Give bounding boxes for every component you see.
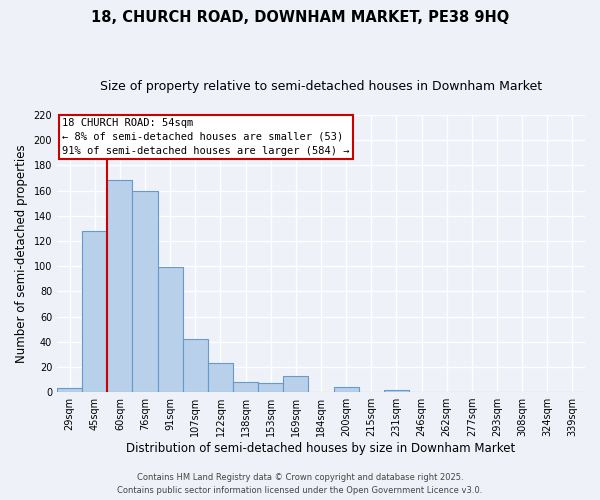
Title: Size of property relative to semi-detached houses in Downham Market: Size of property relative to semi-detach…: [100, 80, 542, 93]
Bar: [133, 190, 158, 392]
Bar: [158, 268, 183, 392]
Bar: [183, 339, 208, 392]
Bar: [334, 387, 359, 392]
Text: 18, CHURCH ROAD, DOWNHAM MARKET, PE38 9HQ: 18, CHURCH ROAD, DOWNHAM MARKET, PE38 9H…: [91, 10, 509, 25]
Bar: [57, 388, 82, 392]
Bar: [233, 382, 258, 392]
Bar: [384, 390, 409, 392]
Bar: [283, 376, 308, 392]
Text: Contains HM Land Registry data © Crown copyright and database right 2025.
Contai: Contains HM Land Registry data © Crown c…: [118, 474, 482, 495]
X-axis label: Distribution of semi-detached houses by size in Downham Market: Distribution of semi-detached houses by …: [127, 442, 515, 455]
Y-axis label: Number of semi-detached properties: Number of semi-detached properties: [15, 144, 28, 363]
Bar: [208, 363, 233, 392]
Text: 18 CHURCH ROAD: 54sqm
← 8% of semi-detached houses are smaller (53)
91% of semi-: 18 CHURCH ROAD: 54sqm ← 8% of semi-detac…: [62, 118, 350, 156]
Bar: [258, 384, 283, 392]
Bar: [82, 231, 107, 392]
Bar: [107, 180, 133, 392]
